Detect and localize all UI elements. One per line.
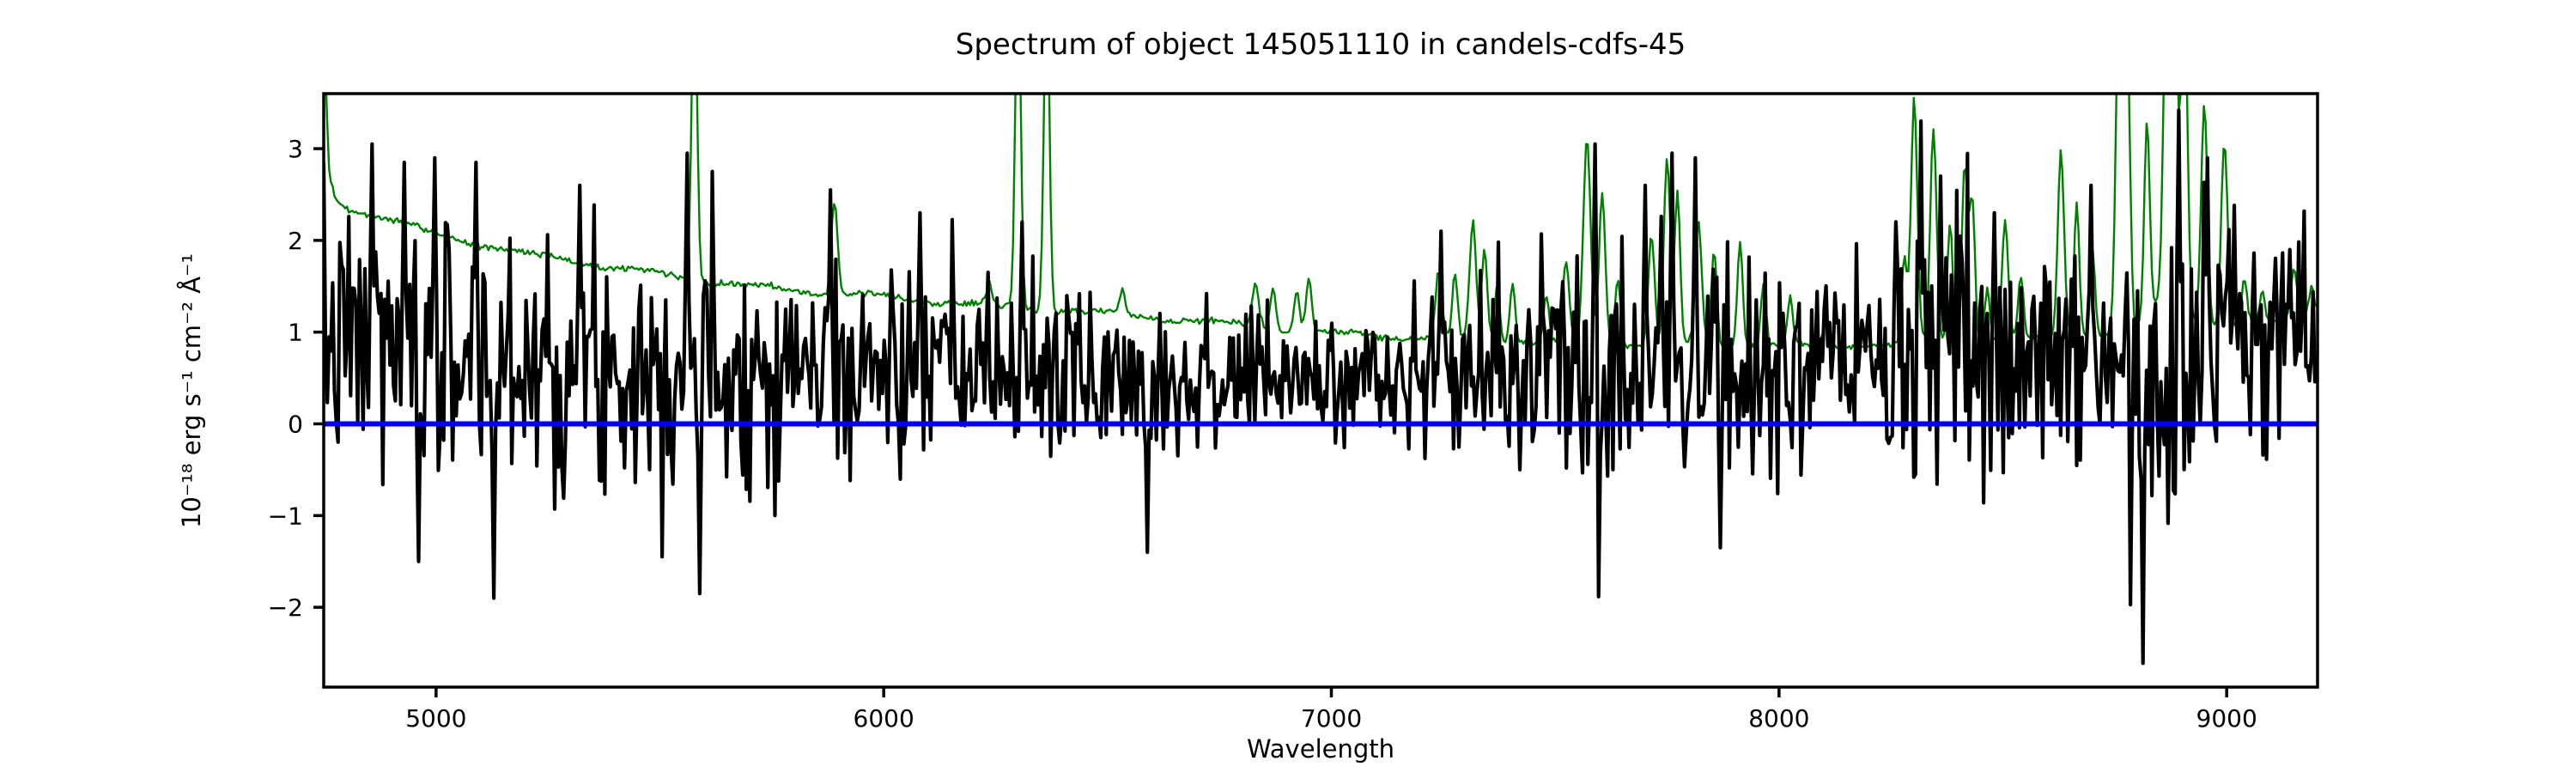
x-tick-label: 5000 [405, 704, 466, 733]
error-spectrum-line [325, 94, 2318, 352]
y-tick-label: 1 [288, 319, 303, 347]
y-tick-label: 0 [288, 410, 303, 438]
plot-area [324, 94, 2318, 666]
y-axis-label: 10⁻¹⁸ erg s⁻¹ cm⁻² Å⁻¹ [177, 253, 206, 528]
y-tick-label: −1 [268, 502, 303, 530]
y-tick-label: 2 [288, 227, 303, 255]
axes-spines [322, 92, 2319, 689]
flux-spectrum-line [324, 108, 2318, 666]
chart-title: Spectrum of object 145051110 in candels-… [956, 27, 1686, 62]
x-tick-label: 8000 [1748, 704, 1809, 733]
y-tick-label: 3 [288, 135, 303, 163]
x-tick-label: 6000 [854, 704, 914, 733]
y-axis-ticks: −2 −1 0 1 2 3 [268, 135, 324, 622]
y-tick-label: −2 [268, 593, 303, 622]
x-axis-ticks: 5000 6000 7000 8000 9000 [405, 687, 2257, 733]
x-tick-label: 7000 [1301, 704, 1362, 733]
x-tick-label: 9000 [2196, 704, 2257, 733]
x-axis-label: Wavelength [1247, 734, 1394, 764]
